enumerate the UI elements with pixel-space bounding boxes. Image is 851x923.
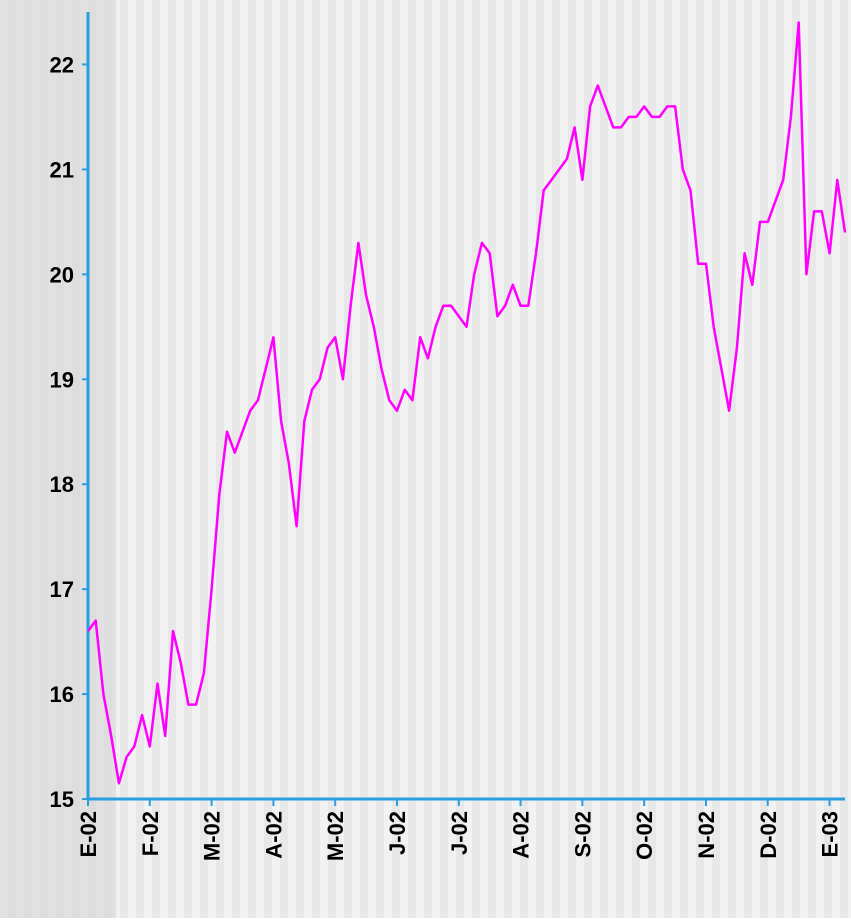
x-tick-label: O-02	[632, 811, 657, 860]
background-band	[0, 0, 116, 918]
x-tick-label: F-02	[138, 811, 163, 856]
y-tick-label: 15	[50, 787, 74, 812]
y-tick-label: 18	[50, 472, 74, 497]
x-tick-label: M-02	[323, 811, 348, 861]
line	[86, 21, 847, 785]
x-tick-label: E-02	[76, 811, 101, 857]
x-tick-label: D-02	[756, 811, 781, 859]
y-tick-label: 17	[50, 577, 74, 602]
y-tick-label: 20	[50, 262, 74, 287]
y-tick-label: 16	[50, 682, 74, 707]
x-tick-label: A-02	[261, 811, 286, 859]
x-tick-label: N-02	[694, 811, 719, 859]
x-tick-label: S-02	[570, 811, 595, 857]
x-tick-label: J-02	[385, 811, 410, 855]
x-tick-label: M-02	[200, 811, 225, 861]
x-tick-label: E-03	[818, 811, 843, 857]
x-tick-label: A-02	[509, 811, 534, 859]
y-tick-label: 19	[50, 367, 74, 392]
y-tick-label: 22	[50, 52, 74, 77]
y-tick-label: 21	[50, 157, 74, 182]
x-tick-label: J-02	[447, 811, 472, 855]
